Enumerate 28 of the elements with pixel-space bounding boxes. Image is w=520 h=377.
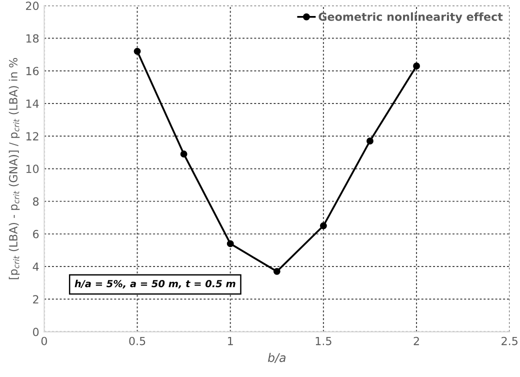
- point: [226, 240, 234, 248]
- x-axis-title: b/a: [268, 352, 286, 363]
- y-tick-label: 6: [33, 230, 39, 238]
- y-axis-title: [p$_{crit}$ (LBA) - p$_{crit}$ (GNA)] / p$_{crit}$ (LBA) in %: [8, 58, 20, 280]
- y-tick-label: 2: [33, 295, 38, 304]
- point: [273, 268, 280, 275]
- point: [320, 222, 327, 230]
- y-tick-label: 10: [26, 164, 39, 174]
- x-tick-label: 0: [41, 336, 47, 346]
- annotation: h/a = 5%, a = 50 m, t = 0.5 m: [74, 280, 236, 289]
- y-tick-label: 4: [32, 262, 39, 271]
- y-tick-label: 16: [26, 66, 39, 76]
- point: [413, 62, 420, 70]
- y-tick-label: 20: [26, 2, 39, 10]
- y-tick-label: 0: [33, 328, 39, 336]
- y-tick-label: 12: [26, 132, 38, 140]
- y-tick-label: 14: [26, 100, 39, 108]
- x-tick-label: 0.5: [129, 336, 146, 346]
- x-tick-label: 1.5: [316, 336, 332, 346]
- point: [134, 48, 141, 55]
- legend-label: Geometric nonlinearity effect: [318, 12, 503, 24]
- point: [180, 150, 188, 158]
- y-tick-label: 18: [26, 34, 39, 43]
- x-tick-label: 1: [228, 336, 233, 346]
- x-tick-label: 2: [414, 336, 419, 346]
- x-tick-label: 2.5: [502, 336, 518, 346]
- point: [366, 138, 374, 144]
- y-tick-label: 8: [33, 197, 39, 206]
